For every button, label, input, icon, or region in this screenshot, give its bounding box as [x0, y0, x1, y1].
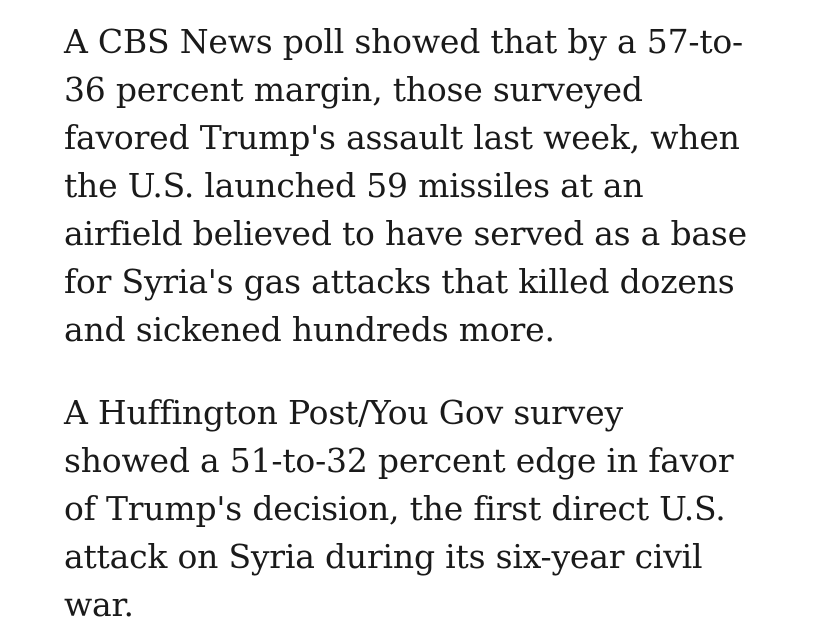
text-line: attack on Syria during its six-year civi…: [64, 537, 703, 576]
text-line: and sickened hundreds more.: [64, 310, 555, 349]
paragraph-cbs-poll: A CBS News poll showed that by a 57-to- …: [64, 18, 764, 354]
text-line: A CBS News poll showed that by a 57-to-: [64, 22, 744, 61]
text-line: war.: [64, 585, 134, 624]
text-line: A Huffington Post/You Gov survey: [64, 393, 623, 432]
article-body: A CBS News poll showed that by a 57-to- …: [64, 18, 764, 629]
text-line: airfield believed to have served as a ba…: [64, 214, 747, 253]
paragraph-huffpost-survey: A Huffington Post/You Gov survey showed …: [64, 389, 764, 629]
text-line: favored Trump's assault last week, when: [64, 118, 740, 157]
text-line: for Syria's gas attacks that killed doze…: [64, 262, 735, 301]
text-line: the U.S. launched 59 missiles at an: [64, 166, 644, 205]
text-line: showed a 51-to-32 percent edge in favor: [64, 441, 734, 480]
text-line: of Trump's decision, the first direct U.…: [64, 489, 726, 528]
text-line: 36 percent margin, those surveyed: [64, 70, 643, 109]
